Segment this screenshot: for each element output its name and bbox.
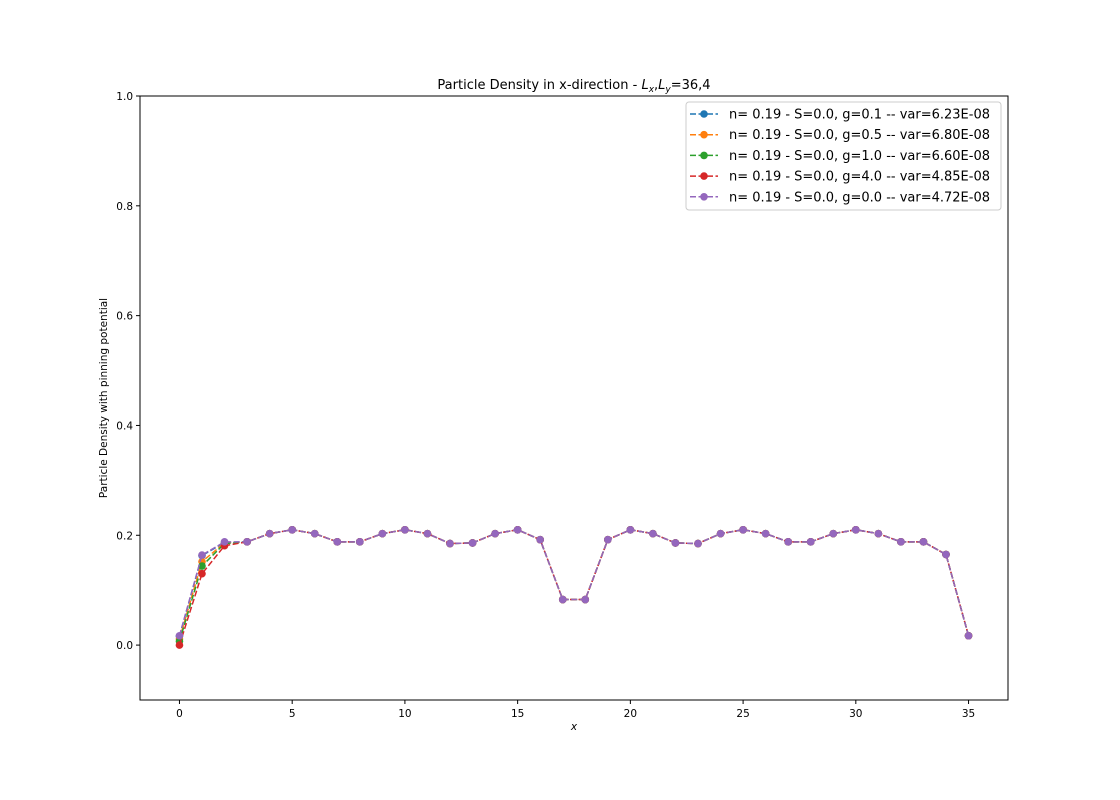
plot-area xyxy=(139,95,1009,701)
data-point xyxy=(806,538,815,546)
x-tick-label: 25 xyxy=(736,708,749,720)
y-tick-label: 0.8 xyxy=(116,201,133,213)
data-point xyxy=(919,538,928,546)
x-axis-ticks: 0 5 10 15 20 25 30 35 xyxy=(176,700,975,720)
legend-entry: n= 0.19 - S=0.0, g=4.0 -- var=4.85E-08 xyxy=(690,170,990,185)
axes-frame xyxy=(139,95,1009,701)
data-point xyxy=(288,525,296,534)
x-tick-label: 35 xyxy=(962,708,975,720)
data-point xyxy=(874,529,883,538)
data-point xyxy=(265,529,274,538)
data-point xyxy=(333,538,342,546)
x-axis-label: x xyxy=(570,721,578,733)
legend-marker xyxy=(700,172,708,180)
data-point xyxy=(897,538,905,546)
legend-entry: n= 0.19 - S=0.0, g=0.5 -- var=6.80E-08 xyxy=(690,128,990,143)
y-tick-label: 0.2 xyxy=(116,530,133,542)
legend-marker xyxy=(700,130,708,139)
x-tick-label: 10 xyxy=(398,708,411,720)
data-point xyxy=(581,595,590,604)
legend-box xyxy=(685,101,1002,211)
data-point xyxy=(739,525,747,534)
legend-entry: n= 0.19 - S=0.0, g=0.1 -- var=6.23E-08 xyxy=(690,108,990,123)
data-point xyxy=(198,562,206,570)
data-point xyxy=(852,525,860,534)
legend-label: n= 0.19 - S=0.0, g=0.1 -- var=6.23E-08 xyxy=(729,108,990,123)
data-point xyxy=(175,641,184,649)
data-point xyxy=(468,539,477,547)
x-tick-label: 30 xyxy=(849,708,862,720)
legend-marker xyxy=(700,110,708,118)
legend-label: n= 0.19 - S=0.0, g=4.0 -- var=4.85E-08 xyxy=(729,170,990,185)
data-point xyxy=(310,529,319,538)
data-point xyxy=(649,529,657,538)
data-point xyxy=(198,569,206,578)
data-point xyxy=(829,529,838,538)
data-point xyxy=(761,529,770,538)
legend-entry: n= 0.19 - S=0.0, g=0.0 -- var=4.72E-08 xyxy=(690,190,990,205)
legend-marker xyxy=(700,151,708,160)
y-tick-label: 1.0 xyxy=(116,91,133,103)
data-point xyxy=(491,529,499,538)
data-point xyxy=(604,535,612,544)
data-point xyxy=(694,539,702,548)
y-tick-label: 0.6 xyxy=(116,311,133,323)
legend-label: n= 0.19 - S=0.0, g=1.0 -- var=6.60E-08 xyxy=(729,149,990,164)
data-point xyxy=(964,631,973,640)
legend: n= 0.19 - S=0.0, g=0.1 -- var=6.23E-08 n=… xyxy=(685,101,1002,211)
chart-title: Particle Density in x-direction - Lx,Ly=… xyxy=(437,78,710,95)
data-point xyxy=(513,525,522,534)
series-5 xyxy=(175,525,973,640)
data-point xyxy=(536,535,544,544)
data-point xyxy=(356,538,364,546)
y-axis-ticks: 0.0 0.2 0.4 0.6 0.8 1.0 xyxy=(116,91,140,652)
data-point xyxy=(423,529,432,538)
x-tick-label: 0 xyxy=(176,708,183,720)
data-point xyxy=(716,529,725,538)
data-point xyxy=(671,539,680,547)
legend-entry: n= 0.19 - S=0.0, g=1.0 -- var=6.60E-08 xyxy=(690,149,990,164)
data-point xyxy=(626,525,635,534)
data-point xyxy=(401,525,409,534)
y-tick-label: 0.0 xyxy=(116,640,133,652)
x-tick-label: 20 xyxy=(624,708,637,720)
legend-label: n= 0.19 - S=0.0, g=0.5 -- var=6.80E-08 xyxy=(729,128,990,143)
y-tick-label: 0.4 xyxy=(116,420,133,432)
data-point xyxy=(942,550,950,559)
data-point xyxy=(558,595,567,604)
series-layer xyxy=(175,525,973,649)
x-tick-label: 5 xyxy=(289,708,296,720)
data-point xyxy=(220,538,229,546)
series-line xyxy=(178,529,970,636)
data-point xyxy=(378,529,387,538)
data-point xyxy=(175,631,184,640)
legend-marker xyxy=(700,193,708,201)
data-point xyxy=(784,538,792,546)
data-point xyxy=(446,539,454,548)
data-point xyxy=(198,551,206,559)
data-point xyxy=(243,538,251,546)
y-axis-label: Particle Density with pinning potential xyxy=(98,298,110,498)
legend-label: n= 0.19 - S=0.0, g=0.0 -- var=4.72E-08 xyxy=(729,190,990,205)
x-tick-label: 15 xyxy=(511,708,524,720)
